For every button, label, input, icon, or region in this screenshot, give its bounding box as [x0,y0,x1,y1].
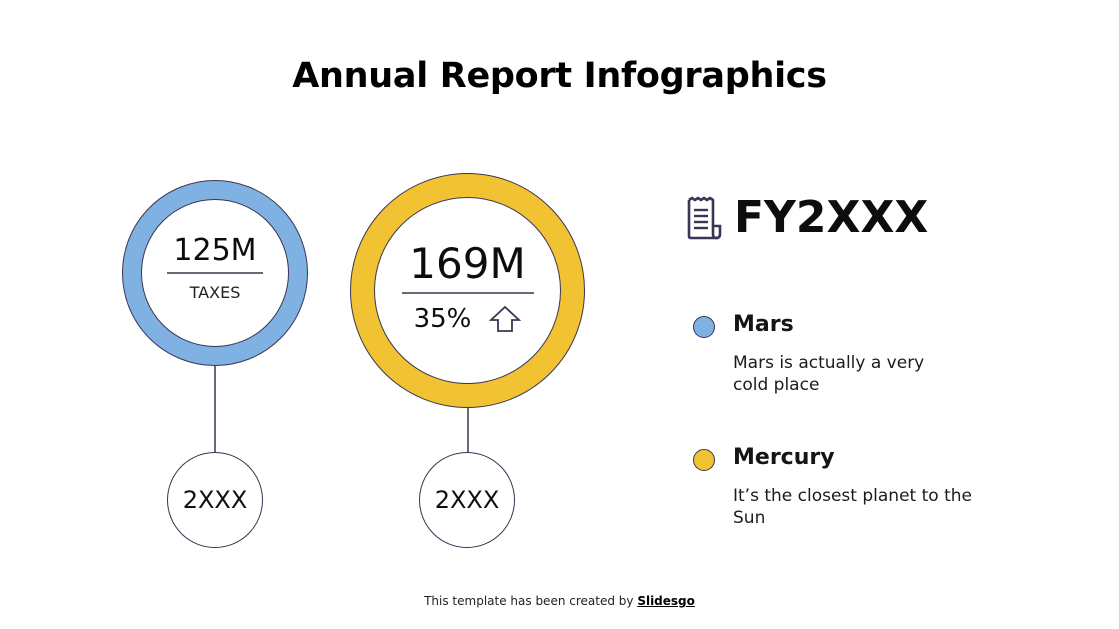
growth-divider [401,292,534,294]
growth-connector [467,408,469,452]
legend-title-mercury: Mercury [733,445,835,470]
growth-value: 169M [409,239,526,288]
footer-text: This template has been created by [424,594,638,608]
growth-percent: 35% [413,303,472,334]
legend-desc-mercury: It’s the closest planet to the Sun [733,486,972,528]
taxes-metric: 125M TAXES [141,234,289,302]
growth-ring-inner [374,197,561,384]
mars-dot-icon [693,316,715,338]
footer-brand-link[interactable]: Slidesgo [637,594,695,608]
footer-credit: This template has been created by Slides… [0,594,1119,608]
mercury-dot-icon [693,449,715,471]
receipt-icon [686,196,722,240]
taxes-year-circle: 2XXX [167,452,263,548]
arrow-up-icon [489,305,522,333]
fiscal-year-label: FY2XXX [734,192,929,243]
growth-year-circle: 2XXX [419,452,515,548]
page-title: Annual Report Infographics [292,56,827,96]
fiscal-year-header: FY2XXX [686,192,928,243]
taxes-value: 125M [173,233,257,268]
taxes-connector [214,366,216,452]
growth-metric: 169M 35% [374,240,561,334]
legend-desc-mars: Mars is actually a very cold place [733,353,925,395]
taxes-label: TAXES [189,282,241,302]
legend-title-mars: Mars [733,312,794,337]
taxes-divider [167,272,263,274]
